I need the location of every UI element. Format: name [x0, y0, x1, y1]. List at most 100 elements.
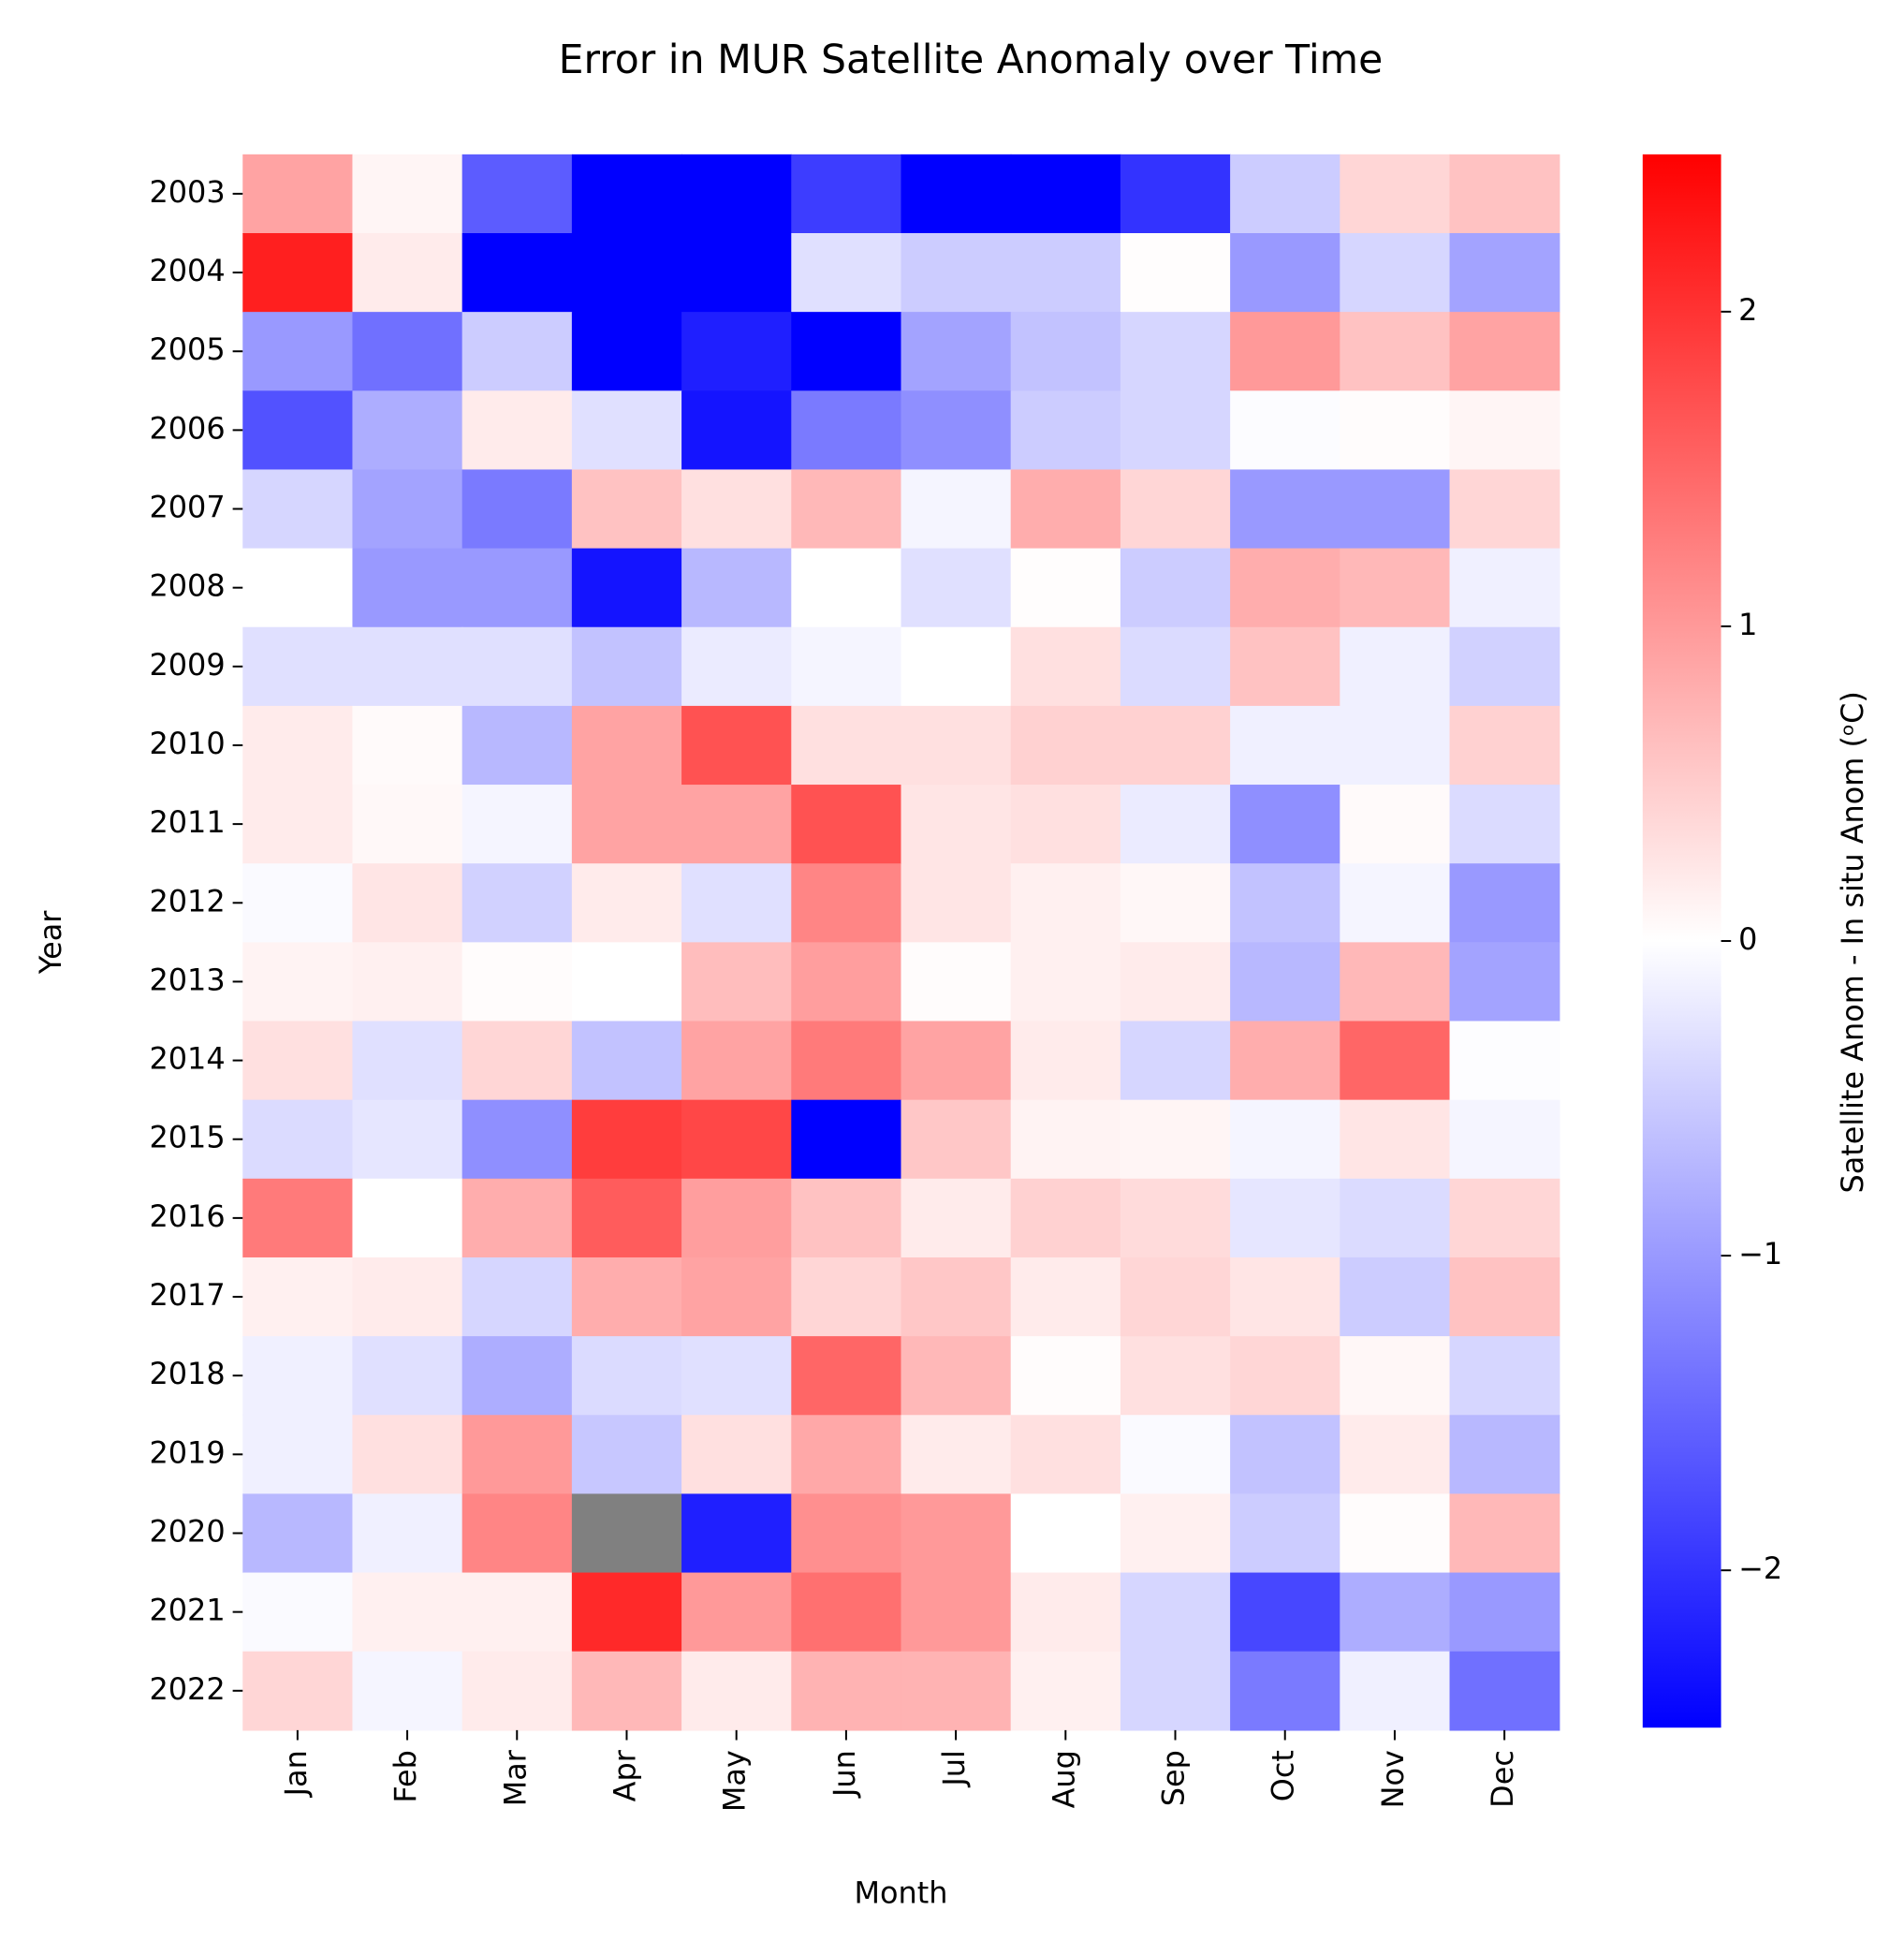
heatmap-cell: [242, 390, 354, 471]
heatmap-cell: [1230, 548, 1340, 628]
heatmap-cell: [1120, 785, 1231, 864]
y-tick-label: 2010: [149, 726, 225, 761]
heatmap-cell: [681, 548, 792, 628]
heatmap-cell: [1230, 1415, 1340, 1495]
heatmap-cell: [461, 469, 573, 550]
heatmap-cell: [681, 1099, 792, 1180]
heatmap-cell: [1230, 1099, 1340, 1180]
heatmap-cell: [571, 1099, 682, 1180]
heatmap-cell: [1010, 626, 1121, 707]
heatmap-cell: [571, 390, 682, 471]
heatmap-cell: [1449, 1572, 1560, 1653]
heatmap-cell: [1230, 154, 1340, 234]
y-tick-label: 2022: [149, 1671, 225, 1707]
heatmap-cell: [1120, 863, 1231, 944]
heatmap-cell: [242, 1415, 354, 1495]
y-tick-label: 2004: [149, 253, 225, 288]
heatmap-cell: [1120, 1572, 1231, 1653]
heatmap-cell: [242, 1178, 354, 1258]
heatmap-cell: [1449, 785, 1560, 864]
heatmap-cell: [901, 626, 1012, 707]
heatmap-cell: [681, 312, 792, 391]
heatmap-cell: [1340, 1415, 1451, 1495]
heatmap-cell: [1120, 1415, 1231, 1495]
heatmap-cell: [242, 548, 354, 628]
colorbar-tick-label: 1: [1738, 607, 1757, 642]
x-tick-label: Apr: [607, 1749, 642, 1801]
heatmap-cell: [1230, 232, 1340, 313]
heatmap-cell: [1230, 1178, 1340, 1258]
heatmap-cell: [1340, 1572, 1451, 1653]
heatmap-cell: [1230, 312, 1340, 391]
heatmap-cell: [242, 863, 354, 944]
heatmap-cell: [791, 312, 902, 391]
heatmap-cell: [242, 1257, 354, 1337]
heatmap-cell: [1449, 390, 1560, 471]
heatmap-cell: [901, 942, 1012, 1022]
heatmap-cell: [1449, 154, 1560, 234]
heatmap-cell: [1449, 548, 1560, 628]
y-tick-label: 2012: [149, 883, 225, 919]
heatmap-cell: [242, 1099, 354, 1180]
heatmap-cell: [1120, 705, 1231, 786]
heatmap-cell: [1230, 705, 1340, 786]
heatmap-cell: [461, 1415, 573, 1495]
heatmap-cell: [901, 312, 1012, 391]
heatmap-cell: [1230, 626, 1340, 707]
heatmap-cell: [571, 1178, 682, 1258]
heatmap-cell: [1010, 785, 1121, 864]
heatmap-cell: [791, 1651, 902, 1731]
heatmap-cell: [681, 863, 792, 944]
heatmap-cell: [791, 1099, 902, 1180]
heatmap-cell: [791, 942, 902, 1022]
heatmap-cell: [352, 1415, 463, 1495]
heatmap-cell: [681, 1021, 792, 1101]
heatmap-cell: [242, 469, 354, 550]
heatmap-cell: [352, 1178, 463, 1258]
heatmap-cell: [352, 548, 463, 628]
heatmap-cell: [242, 1651, 354, 1731]
y-tick-label: 2009: [149, 647, 225, 683]
x-axis-label: Month: [855, 1874, 948, 1910]
heatmap-cell: [1230, 1493, 1340, 1574]
heatmap-cell: [1010, 548, 1121, 628]
heatmap-cell: [1230, 942, 1340, 1022]
heatmap-cell: [791, 232, 902, 313]
y-tick-label: 2021: [149, 1593, 225, 1628]
heatmap-cell: [1340, 785, 1451, 864]
heatmap-cell: [1010, 705, 1121, 786]
heatmap-cell: [1120, 942, 1231, 1022]
heatmap-cell: [1449, 1415, 1560, 1495]
heatmap-cell: [461, 863, 573, 944]
y-tick-label: 2014: [149, 1041, 225, 1077]
heatmap-cell: [242, 705, 354, 786]
heatmap-cell: [571, 312, 682, 391]
heatmap-cell: [352, 1572, 463, 1653]
heatmap-cell: [901, 232, 1012, 313]
x-tick-label: Dec: [1485, 1750, 1520, 1808]
heatmap-cell: [461, 548, 573, 628]
heatmap-cell: [681, 626, 792, 707]
heatmap-cell: [901, 1651, 1012, 1731]
heatmap-cell: [1120, 1099, 1231, 1180]
heatmap-cell: [571, 1021, 682, 1101]
heatmap-cell: [791, 548, 902, 628]
heatmap-cell: [1449, 1178, 1560, 1258]
heatmap-cell: [1010, 390, 1121, 471]
heatmap-cell: [681, 1257, 792, 1337]
heatmap-cell: [1120, 312, 1231, 391]
heatmap-cell: [571, 863, 682, 944]
heatmap-cell: [1340, 154, 1451, 234]
heatmap-cell: [1340, 1651, 1451, 1731]
heatmap-cell: [1120, 548, 1231, 628]
heatmap-cell: [1449, 705, 1560, 786]
heatmap-cell: [1449, 1021, 1560, 1101]
y-tick-label: 2005: [149, 331, 225, 367]
heatmap-cell: [1340, 1021, 1451, 1101]
heatmap-cell: [901, 1415, 1012, 1495]
heatmap-cell: [461, 1021, 573, 1101]
heatmap-cell: [461, 312, 573, 391]
heatmap-cell: [1340, 1257, 1451, 1337]
x-tick-label: May: [717, 1750, 753, 1812]
heatmap-cell: [681, 1572, 792, 1653]
